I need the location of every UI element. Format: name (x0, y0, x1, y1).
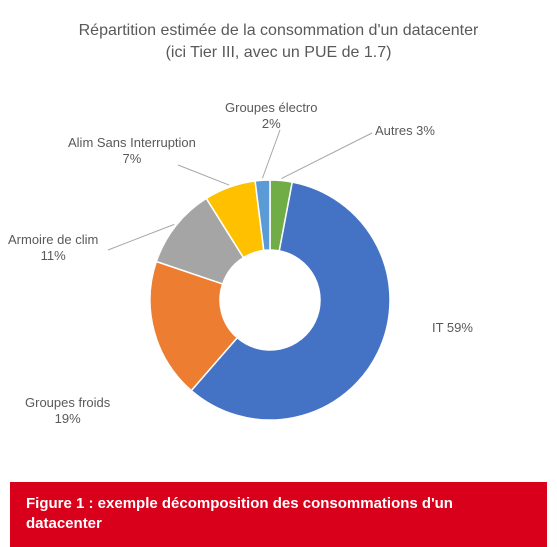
figure-caption: Figure 1 : exemple décomposition des con… (10, 482, 547, 547)
label-it: IT 59% (432, 320, 473, 336)
figure-caption-text: Figure 1 : exemple décomposition des con… (26, 495, 453, 532)
leader-line (262, 130, 280, 178)
label-groupes-électro: Groupes électro 2% (225, 100, 318, 133)
label-alim-sans-interruption: Alim Sans Interruption 7% (68, 135, 196, 168)
label-armoire-de-clim: Armoire de clim 11% (8, 232, 98, 265)
label-groupes-froids: Groupes froids 19% (25, 395, 110, 428)
chart-area: Répartition estimée de la consommation d… (0, 0, 557, 480)
leader-line (281, 133, 372, 179)
leader-line (178, 165, 229, 185)
label-autres: Autres 3% (375, 123, 435, 139)
